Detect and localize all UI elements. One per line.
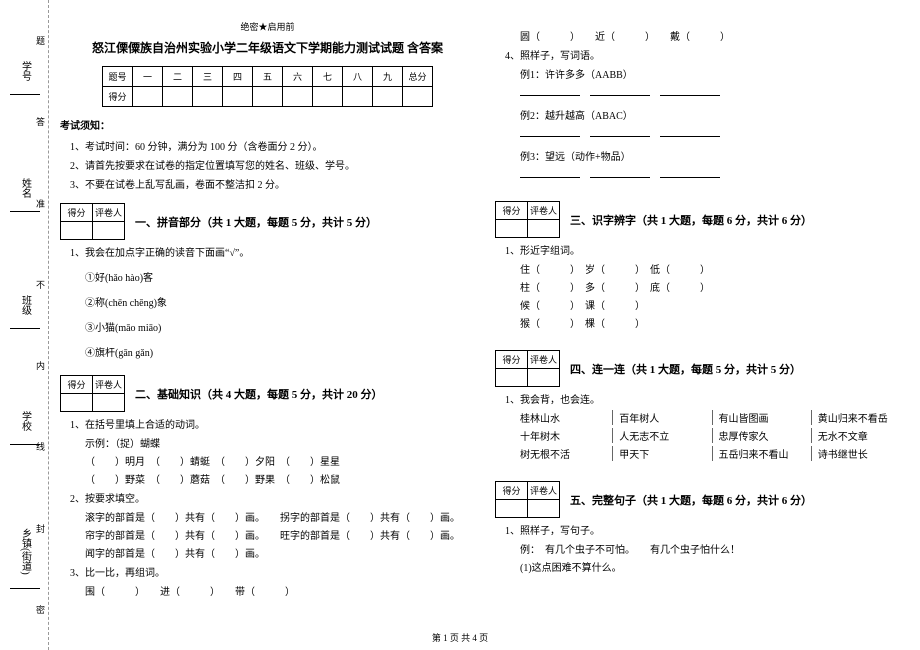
q-stem: 3、比一比，再组词。 bbox=[70, 564, 475, 579]
exam-title: 怒江傈僳族自治州实验小学二年级语文下学期能力测试试题 含答案 bbox=[60, 39, 475, 56]
fill-row: （ ）野菜 （ ）蘑菇 （ ）野果 （ ）松鼠 bbox=[85, 471, 475, 486]
blank-row bbox=[520, 166, 910, 181]
section-3-title: 三、识字辨字（共 1 大题，每题 6 分，共计 6 分） bbox=[570, 212, 812, 228]
q-stem: 1、形近字组词。 bbox=[505, 242, 910, 257]
example: 例2：越升越高（ABAC） bbox=[520, 107, 910, 122]
example: 例3：望远（动作+物品） bbox=[520, 148, 910, 163]
page-footer: 第 1 页 共 4 页 bbox=[0, 631, 920, 644]
fill-row: 圆（ ） 近（ ） 戴（ ） bbox=[520, 28, 910, 43]
score-table: 题号一二三四五六七八九总分 得分 bbox=[102, 66, 433, 107]
fill-row: 闻字的部首是（ ）共有（ ）画。 bbox=[85, 545, 475, 560]
left-column: 绝密★启用前 怒江傈僳族自治州实验小学二年级语文下学期能力测试试题 含答案 题号… bbox=[60, 20, 475, 650]
q-stem: 1、在括号里填上合适的动词。 bbox=[70, 416, 475, 431]
q-stem: 1、照样子，写句子。 bbox=[505, 522, 910, 537]
blank-row bbox=[520, 125, 910, 140]
seal-notes: 题答准不内线封密 bbox=[36, 0, 45, 650]
fill-row: 猴（ ） 棵（ ） bbox=[520, 315, 910, 330]
fill-row: 围（ ） 进（ ） 带（ ） bbox=[85, 583, 475, 598]
q-stem: 1、我会背，也会连。 bbox=[505, 391, 910, 406]
score-box: 得分评卷人 bbox=[60, 375, 125, 412]
section-2-title: 二、基础知识（共 4 大题，每题 5 分，共计 20 分） bbox=[135, 386, 383, 402]
match-row: 桂林山水百年树人有山皆图画黄山归来不看岳 bbox=[520, 410, 910, 425]
score-box: 得分评卷人 bbox=[495, 350, 560, 387]
content-area: 绝密★启用前 怒江傈僳族自治州实验小学二年级语文下学期能力测试试题 含答案 题号… bbox=[50, 0, 920, 650]
q-stem: 4、照样子，写词语。 bbox=[505, 47, 910, 62]
notice-header: 考试须知： bbox=[60, 117, 475, 132]
fill-row: 柱（ ） 多（ ） 底（ ） bbox=[520, 279, 910, 294]
example: 示例：（捉）蝴蝶 bbox=[85, 435, 475, 450]
score-box: 得分评卷人 bbox=[495, 481, 560, 518]
q1-stem: 1、我会在加点字正确的读音下面画“√”。 bbox=[70, 244, 475, 259]
pinyin-item: ④旗杆(gān gǎn) bbox=[85, 344, 475, 359]
fill-row: 住（ ） 岁（ ） 低（ ） bbox=[520, 261, 910, 276]
pinyin-item: ③小猫(māo miāo) bbox=[85, 319, 475, 334]
notice-item: 1、考试时间：60 分钟，满分为 100 分（含卷面分 2 分）。 bbox=[70, 138, 475, 153]
score-box: 得分评卷人 bbox=[60, 203, 125, 240]
pinyin-item: ①好(hǎo hào)客 bbox=[85, 269, 475, 284]
blank-row bbox=[520, 84, 910, 99]
example: 例： 有几个虫子不可怕。 有几个虫子怕什么！ bbox=[520, 541, 910, 556]
fill-row: 帘字的部首是（ ）共有（ ）画。 旺字的部首是（ ）共有（ ）画。 bbox=[85, 527, 475, 542]
pinyin-item: ②称(chēn chēng)象 bbox=[85, 294, 475, 309]
sentence-item: (1)这点困难不算什么。 bbox=[520, 559, 910, 574]
secret-label: 绝密★启用前 bbox=[60, 20, 475, 33]
fill-row: 滚字的部首是（ ）共有（ ）画。 拐字的部首是（ ）共有（ ）画。 bbox=[85, 509, 475, 524]
right-column: 圆（ ） 近（ ） 戴（ ） 4、照样子，写词语。 例1：许许多多（AABB） … bbox=[495, 20, 910, 650]
notice-item: 3、不要在试卷上乱写乱画，卷面不整洁扣 2 分。 bbox=[70, 176, 475, 191]
example: 例1：许许多多（AABB） bbox=[520, 66, 910, 81]
fill-row: 候（ ） 课（ ） bbox=[520, 297, 910, 312]
notice-item: 2、请首先按要求在试卷的指定位置填写您的姓名、班级、学号。 bbox=[70, 157, 475, 172]
match-row: 树无根不活甲天下五岳归来不看山诗书继世长 bbox=[520, 446, 910, 461]
score-box: 得分评卷人 bbox=[495, 201, 560, 238]
fold-line bbox=[48, 0, 49, 650]
page: 学号 姓名 班级 学校 乡镇(街道) 绝密★启用前 怒江傈僳族自治州实验小学二年… bbox=[0, 0, 920, 650]
q-stem: 2、按要求填空。 bbox=[70, 490, 475, 505]
fill-row: （ ）明月 （ ）蜻蜓 （ ）夕阳 （ ）星星 bbox=[85, 453, 475, 468]
section-4-title: 四、连一连（共 1 大题，每题 5 分，共计 5 分） bbox=[570, 361, 801, 377]
section-5-title: 五、完整句子（共 1 大题，每题 6 分，共计 6 分） bbox=[570, 492, 812, 508]
match-row: 十年树木人无志不立忠厚传家久无水不文章 bbox=[520, 428, 910, 443]
section-1-title: 一、拼音部分（共 1 大题，每题 5 分，共计 5 分） bbox=[135, 214, 377, 230]
